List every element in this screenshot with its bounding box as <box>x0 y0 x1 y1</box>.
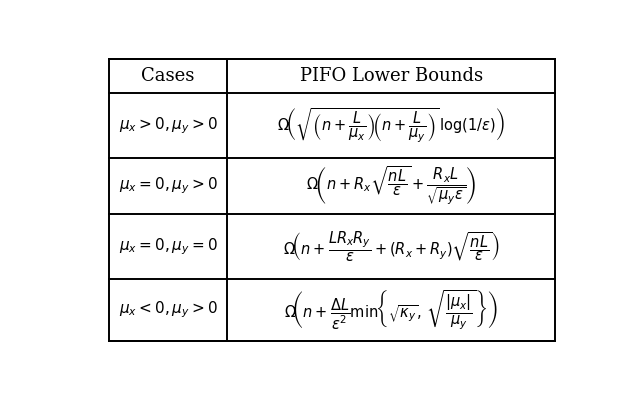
Text: $\mu_x = 0, \mu_y > 0$: $\mu_x = 0, \mu_y > 0$ <box>118 175 218 196</box>
Text: $\Omega\!\left(n + \dfrac{\Delta L}{\varepsilon^2}\min\!\left\{\sqrt{\kappa_y},\: $\Omega\!\left(n + \dfrac{\Delta L}{\var… <box>284 288 498 332</box>
Text: $\mu_x = 0, \mu_y = 0$: $\mu_x = 0, \mu_y = 0$ <box>118 236 218 257</box>
Text: $\mu_x < 0, \mu_y > 0$: $\mu_x < 0, \mu_y > 0$ <box>118 299 218 320</box>
Text: $\Omega\!\left(n + R_x\sqrt{\dfrac{nL}{\varepsilon}} + \dfrac{R_x L}{\sqrt{\mu_y: $\Omega\!\left(n + R_x\sqrt{\dfrac{nL}{\… <box>306 165 476 207</box>
Text: $\Omega\!\left(n + \dfrac{LR_x R_y}{\varepsilon} + (R_x + R_y)\sqrt{\dfrac{nL}{\: $\Omega\!\left(n + \dfrac{LR_x R_y}{\var… <box>282 229 500 264</box>
Text: $\Omega\!\left(\sqrt{\left(n + \dfrac{L}{\mu_x}\right)\!\left(n + \dfrac{L}{\mu_: $\Omega\!\left(\sqrt{\left(n + \dfrac{L}… <box>277 106 505 145</box>
Text: PIFO Lower Bounds: PIFO Lower Bounds <box>300 67 483 85</box>
Text: Cases: Cases <box>141 67 195 85</box>
Bar <box>109 59 555 341</box>
Text: $\mu_x > 0, \mu_y > 0$: $\mu_x > 0, \mu_y > 0$ <box>118 115 218 135</box>
